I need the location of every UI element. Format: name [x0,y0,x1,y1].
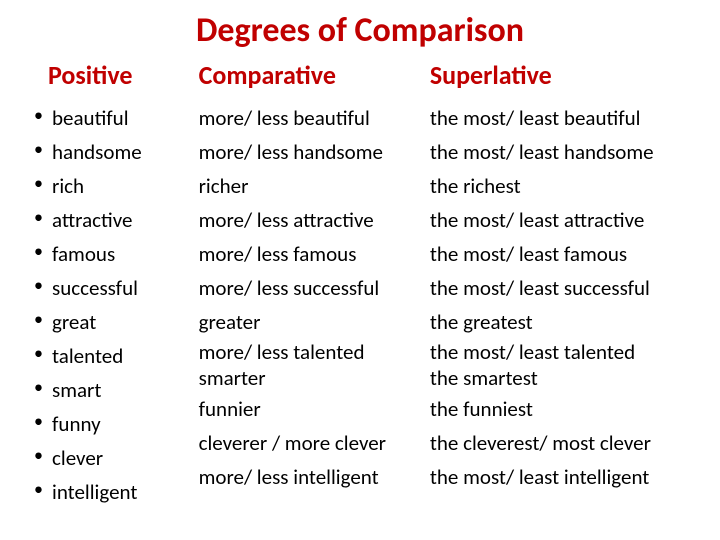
list-item: the most/ least intelligent [430,460,690,494]
column-header-positive: Positive [30,59,199,91]
list-item: handsome [30,135,199,169]
list-item: the smartest [430,365,690,391]
list-item: more/ less talented [199,339,430,365]
list-item: attractive [30,203,199,237]
list-item: the most/ least famous [430,237,690,271]
list-item: cleverer / more clever [199,426,430,460]
list-item: more/ less attractive [199,203,430,237]
list-item: more/ less handsome [199,135,430,169]
list-item: more/ less famous [199,237,430,271]
list-item: greater [199,305,430,339]
column-comparative: Comparative more/ less beautiful more/ l… [199,59,430,509]
column-header-superlative: Superlative [430,59,690,91]
list-item: more/ less intelligent [199,460,430,494]
column-header-comparative: Comparative [199,59,430,91]
list-item: rich [30,169,199,203]
positive-list: beautiful handsome rich attractive famou… [30,101,199,509]
column-superlative: Superlative the most/ least beautiful th… [430,59,690,509]
list-item: more/ less successful [199,271,430,305]
list-item: the most/ least beautiful [430,101,690,135]
list-item: talented [30,339,199,373]
list-item: the most/ least handsome [430,135,690,169]
list-item: beautiful [30,101,199,135]
comparative-list: more/ less beautiful more/ less handsome… [199,101,430,494]
list-item: funny [30,407,199,441]
list-item: more/ less beautiful [199,101,430,135]
page-title: Degrees of Comparison [30,10,690,51]
superlative-list: the most/ least beautiful the most/ leas… [430,101,690,494]
list-item: richer [199,169,430,203]
list-item: smarter [199,365,430,391]
list-item: great [30,305,199,339]
list-item: intelligent [30,475,199,509]
list-item: smart [30,373,199,407]
list-item: clever [30,441,199,475]
list-item: famous [30,237,199,271]
list-item: the most/ least attractive [430,203,690,237]
columns-container: Positive beautiful handsome rich attract… [30,59,690,509]
list-item: the richest [430,169,690,203]
list-item: the funniest [430,392,690,426]
list-item: the most/ least successful [430,271,690,305]
column-positive: Positive beautiful handsome rich attract… [30,59,199,509]
list-item: funnier [199,392,430,426]
list-item: the most/ least talented [430,339,690,365]
list-item: the cleverest/ most clever [430,426,690,460]
list-item: successful [30,271,199,305]
list-item: the greatest [430,305,690,339]
